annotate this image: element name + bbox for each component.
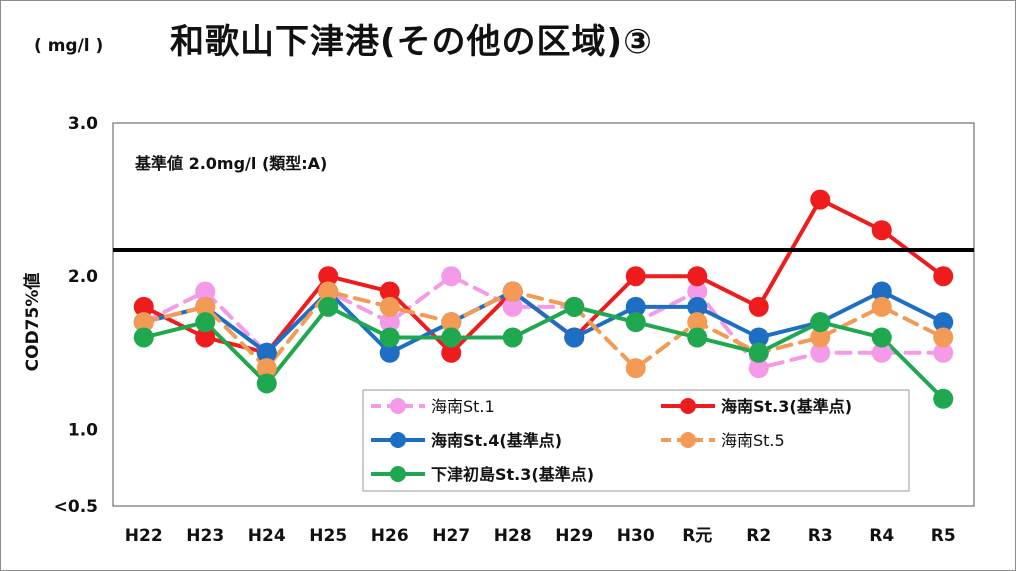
x-tick-label: H25 bbox=[309, 526, 347, 546]
data-point bbox=[318, 281, 339, 302]
data-point bbox=[195, 281, 216, 302]
data-point bbox=[625, 312, 646, 333]
data-point bbox=[379, 312, 400, 333]
data-point bbox=[871, 342, 892, 363]
data-point bbox=[379, 327, 400, 348]
x-tick-label: R2 bbox=[746, 526, 771, 546]
legend-item: 海南St.1 bbox=[371, 397, 495, 416]
x-tick-label: H30 bbox=[617, 526, 655, 546]
data-point bbox=[933, 342, 954, 363]
legend-item: 下津初島St.3(基準点) bbox=[371, 465, 594, 484]
x-tick-label: R元 bbox=[682, 526, 712, 546]
data-point bbox=[133, 312, 154, 333]
legend-swatch-marker bbox=[390, 466, 406, 482]
data-point bbox=[871, 220, 892, 241]
data-point bbox=[933, 312, 954, 333]
legend-swatch-marker bbox=[680, 398, 696, 414]
chart-title: 和歌山下津港(その他の区域)③ bbox=[170, 22, 653, 62]
data-point bbox=[687, 281, 708, 302]
data-point bbox=[748, 358, 769, 379]
x-tick-label: H24 bbox=[248, 526, 286, 546]
data-point bbox=[133, 327, 154, 348]
x-tick-label: H28 bbox=[494, 526, 532, 546]
data-point bbox=[810, 189, 831, 210]
data-point bbox=[502, 327, 523, 348]
data-point bbox=[256, 342, 277, 363]
data-point bbox=[687, 266, 708, 287]
y-axis-label: COD75%値 bbox=[22, 273, 43, 372]
data-point bbox=[379, 296, 400, 317]
data-point bbox=[195, 327, 216, 348]
y-tick-label: 3.0 bbox=[68, 114, 98, 134]
legend-swatch-marker bbox=[390, 398, 406, 414]
data-point bbox=[871, 296, 892, 317]
legend-label: 下津初島St.3(基準点) bbox=[431, 465, 594, 484]
x-tick-label: R3 bbox=[808, 526, 833, 546]
data-point bbox=[933, 327, 954, 348]
legend-label: 海南St.3(基準点) bbox=[721, 397, 852, 416]
data-point bbox=[502, 281, 523, 302]
data-point bbox=[318, 266, 339, 287]
data-point bbox=[625, 266, 646, 287]
legend-label: 海南St.1 bbox=[431, 397, 495, 416]
data-point bbox=[256, 373, 277, 394]
data-point bbox=[502, 296, 523, 317]
data-point bbox=[810, 312, 831, 333]
series-line-3 bbox=[141, 289, 946, 355]
x-tick-label: H29 bbox=[555, 526, 593, 546]
data-point bbox=[687, 296, 708, 317]
series-line-4 bbox=[141, 289, 946, 371]
data-point bbox=[871, 327, 892, 348]
data-point bbox=[441, 312, 462, 333]
legend-swatch-marker bbox=[390, 432, 406, 448]
data-point bbox=[810, 342, 831, 363]
data-point bbox=[687, 327, 708, 348]
x-tick-label: R4 bbox=[869, 526, 894, 546]
unit-label: ( mg/l ) bbox=[34, 36, 104, 56]
data-point bbox=[195, 312, 216, 333]
data-point bbox=[195, 296, 216, 317]
data-point bbox=[810, 327, 831, 348]
legend-item: 海南St.4(基準点) bbox=[371, 431, 562, 450]
data-point bbox=[441, 266, 462, 287]
y-tick-label: 1.0 bbox=[68, 420, 98, 440]
data-point bbox=[564, 296, 585, 317]
data-point bbox=[933, 388, 954, 409]
series-line-5 bbox=[141, 304, 946, 401]
y-tick-label: <0.5 bbox=[54, 497, 98, 517]
data-point bbox=[687, 312, 708, 333]
standard-label: 基準値 2.0mg/l (類型:A) bbox=[134, 154, 327, 173]
x-tick-label: H22 bbox=[125, 526, 163, 546]
x-tick-label: H27 bbox=[432, 526, 470, 546]
x-tick-label: R5 bbox=[931, 526, 956, 546]
data-point bbox=[625, 358, 646, 379]
legend-box bbox=[362, 389, 910, 492]
data-point bbox=[379, 342, 400, 363]
x-tick-label: H26 bbox=[371, 526, 409, 546]
data-point bbox=[318, 296, 339, 317]
data-point bbox=[748, 327, 769, 348]
legend-item: 海南St.5 bbox=[661, 431, 785, 450]
data-point bbox=[256, 358, 277, 379]
data-point bbox=[748, 296, 769, 317]
legend-label: 海南St.4(基準点) bbox=[431, 431, 562, 450]
data-point bbox=[441, 327, 462, 348]
data-point bbox=[748, 342, 769, 363]
data-point bbox=[379, 281, 400, 302]
legend-swatch-marker bbox=[680, 432, 696, 448]
y-tick-label: 2.0 bbox=[68, 267, 98, 287]
data-point bbox=[441, 342, 462, 363]
data-point bbox=[564, 327, 585, 348]
data-point bbox=[871, 281, 892, 302]
data-point bbox=[933, 266, 954, 287]
data-point bbox=[133, 296, 154, 317]
legend-item: 海南St.3(基準点) bbox=[661, 397, 852, 416]
data-point bbox=[625, 296, 646, 317]
x-tick-label: H23 bbox=[186, 526, 224, 546]
legend-label: 海南St.5 bbox=[721, 431, 785, 450]
